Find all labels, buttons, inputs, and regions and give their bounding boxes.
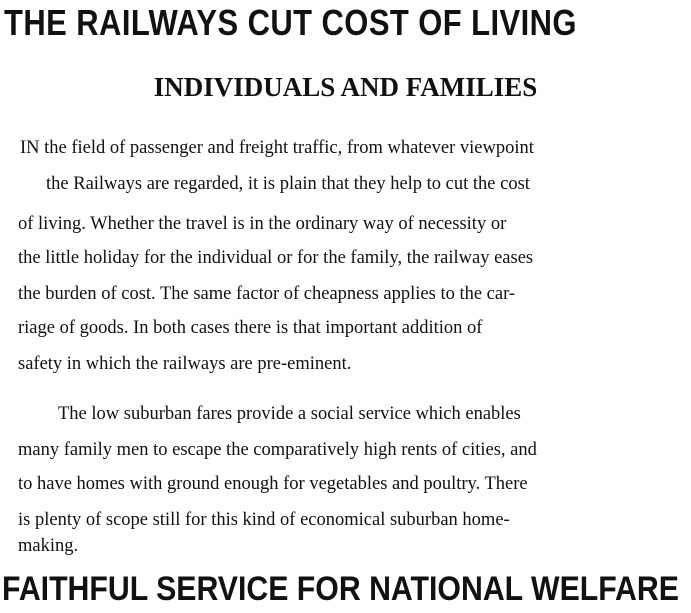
paragraph-2-line: many family men to escape the comparativ…: [18, 440, 537, 460]
paragraph-2-line: The low suburban fares provide a social …: [58, 404, 521, 424]
paragraph-2-line: to have homes with ground enough for veg…: [18, 474, 528, 494]
paragraph-2-line: is plenty of scope still for this kind o…: [18, 510, 510, 530]
headline: THE RAILWAYS CUT COST OF LIVING: [4, 2, 577, 43]
paragraph-2-line: making.: [18, 536, 79, 556]
paragraph-1-line: IN the field of passenger and freight tr…: [20, 138, 534, 158]
paragraph-1-line: riage of goods. In both cases there is t…: [18, 318, 483, 338]
paragraph-1-line: the burden of cost. The same factor of c…: [18, 284, 516, 304]
paragraph-1-line: the little holiday for the individual or…: [18, 248, 534, 268]
footer-slogan: FAITHFUL SERVICE FOR NATIONAL WELFARE: [2, 570, 679, 608]
subheading: INDIVIDUALS AND FAMILIES: [153, 72, 538, 102]
paragraph-1-line: of living. Whether the travel is in the …: [18, 214, 507, 234]
paragraph-1-line: safety in which the railways are pre-emi…: [18, 354, 352, 374]
paragraph-1-line: the Railways are regarded, it is plain t…: [46, 174, 530, 194]
